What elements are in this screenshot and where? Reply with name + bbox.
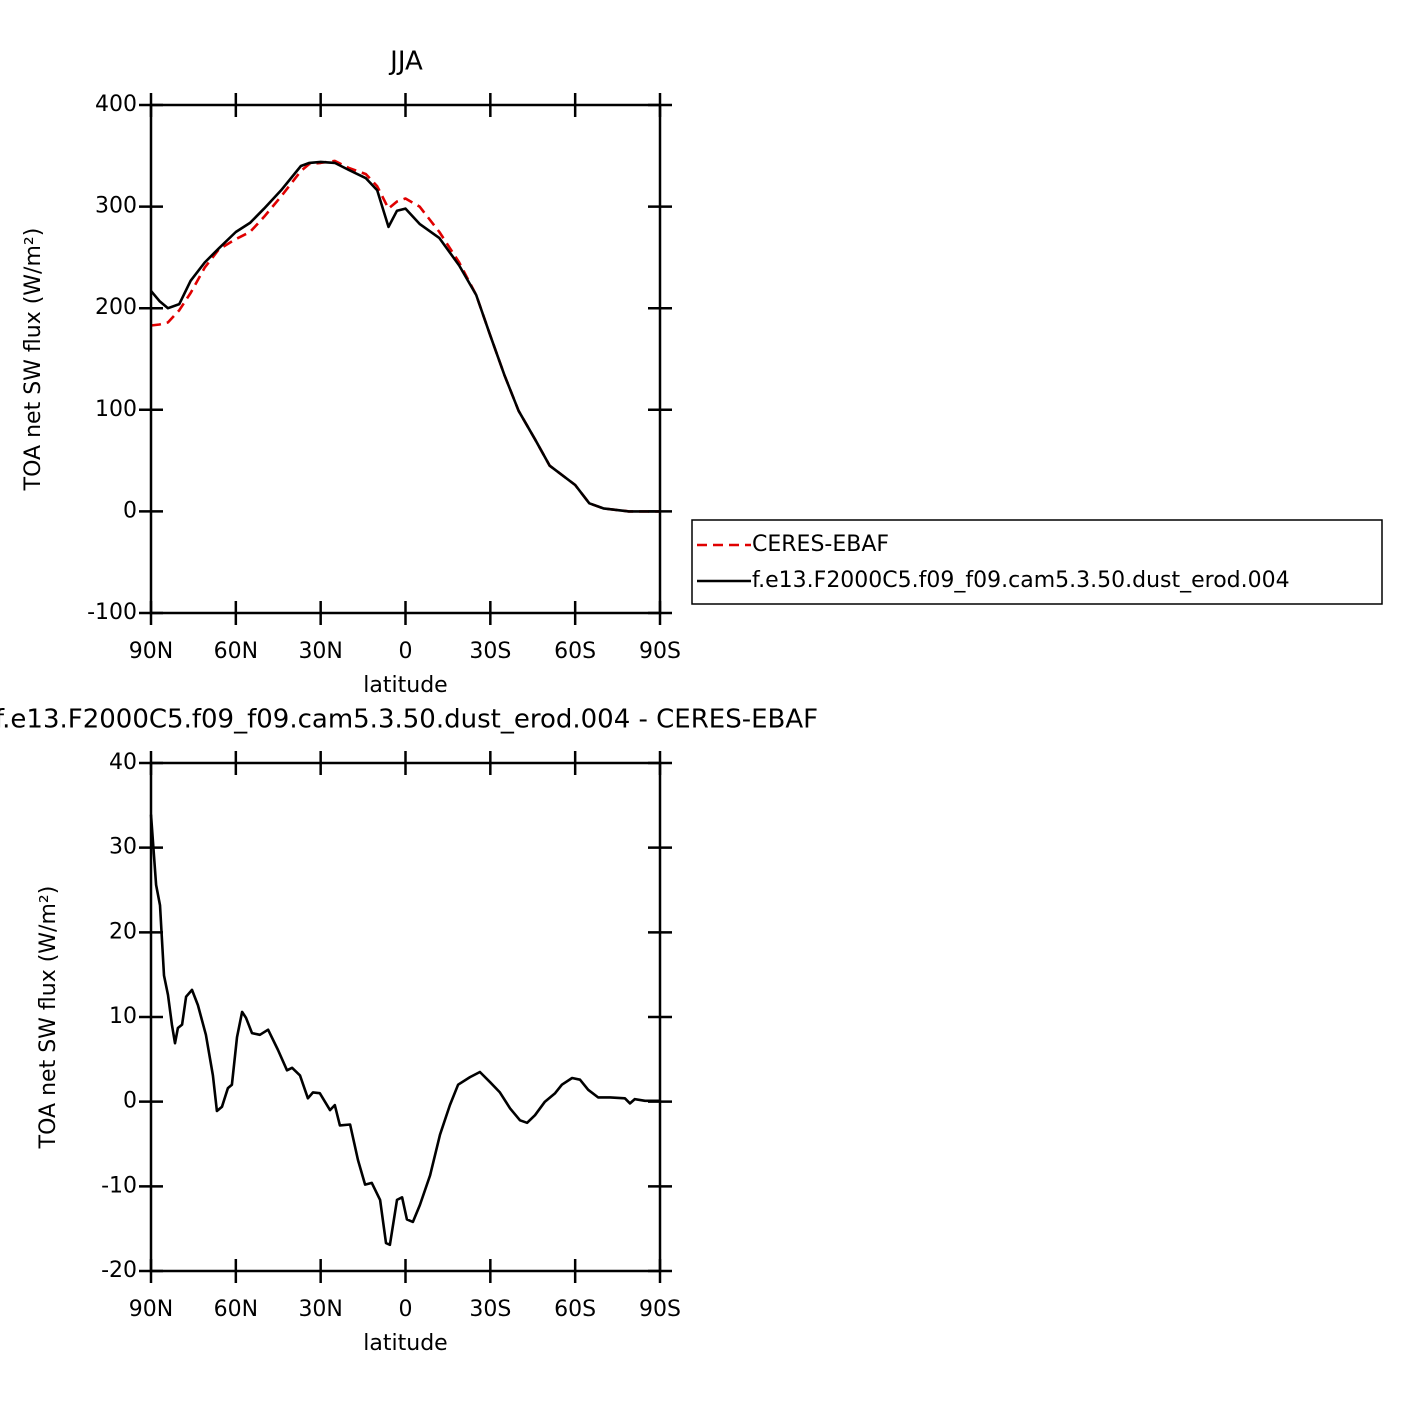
y-tick-label: 300: [95, 194, 137, 219]
x-tick-label: 60N: [214, 1297, 258, 1322]
x-tick-label: 30S: [469, 639, 511, 664]
chart-title: JJA: [388, 47, 423, 77]
y-tick-label: 400: [95, 92, 137, 117]
data-line: [150, 160, 660, 513]
y-tick-label: 40: [109, 750, 137, 775]
x-tick-label: 0: [399, 639, 413, 664]
chart-title: f.e13.F2000C5.f09_f09.cam5.3.50.dust_ero…: [0, 705, 818, 735]
x-tick-label: 60S: [554, 639, 596, 664]
x-tick-label: 60S: [554, 1297, 596, 1322]
plot-frame: [149, 103, 662, 615]
data-line: [150, 159, 660, 513]
y-tick-label: 10: [109, 1004, 137, 1029]
y-tick-label: 100: [95, 397, 137, 422]
legend-label: CERES-EBAF: [752, 532, 889, 557]
legend-label: f.e13.F2000C5.f09_f09.cam5.3.50.dust_ero…: [752, 568, 1290, 593]
x-tick-label: 0: [399, 1297, 413, 1322]
y-tick-label: 30: [109, 835, 137, 860]
x-axis-label: latitude: [363, 673, 447, 698]
y-tick-label: 0: [123, 1089, 137, 1114]
y-tick-label: 0: [123, 498, 137, 523]
x-tick-label: 90S: [639, 1297, 681, 1322]
y-tick-label: 200: [95, 295, 137, 320]
plot-frame: [149, 761, 662, 1273]
y-tick-label: -100: [87, 600, 137, 625]
x-axis-label: latitude: [363, 1331, 447, 1356]
legend-box: [691, 519, 1383, 605]
x-tick-label: 90N: [129, 1297, 173, 1322]
y-axis-label: TOA net SW flux (W/m²): [36, 886, 61, 1150]
x-tick-label: 60N: [214, 639, 258, 664]
x-tick-label: 90S: [639, 639, 681, 664]
x-tick-label: 30S: [469, 1297, 511, 1322]
y-tick-label: 20: [109, 919, 137, 944]
x-tick-label: 30N: [298, 639, 342, 664]
y-tick-label: -10: [101, 1173, 137, 1198]
data-line: [149, 814, 660, 1247]
x-tick-label: 90N: [129, 639, 173, 664]
x-tick-label: 30N: [298, 1297, 342, 1322]
y-axis-label: TOA net SW flux (W/m²): [21, 228, 46, 492]
y-tick-label: -20: [101, 1258, 137, 1283]
